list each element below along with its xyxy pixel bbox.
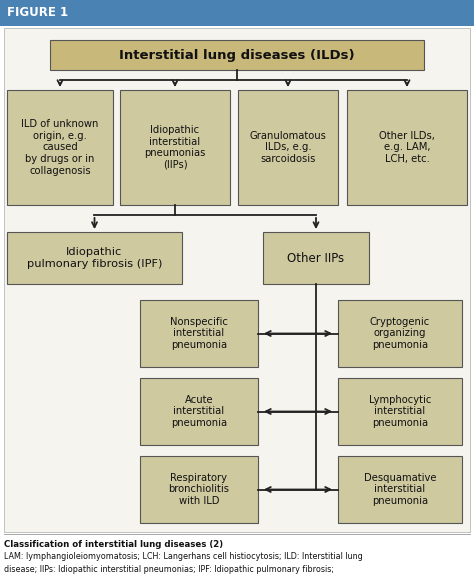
FancyBboxPatch shape xyxy=(50,40,424,70)
FancyBboxPatch shape xyxy=(347,90,467,205)
Text: Granulomatous
ILDs, e.g.
sarcoidosis: Granulomatous ILDs, e.g. sarcoidosis xyxy=(250,131,327,164)
FancyBboxPatch shape xyxy=(338,300,462,367)
Text: LAM: lymphangioleiomyomatosis; LCH: Langerhans cell histiocytosis; ILD: Intersti: LAM: lymphangioleiomyomatosis; LCH: Lang… xyxy=(4,552,363,573)
Text: Other ILDs,
e.g. LAM,
LCH, etc.: Other ILDs, e.g. LAM, LCH, etc. xyxy=(379,131,435,164)
Text: Desquamative
interstitial
pneumonia: Desquamative interstitial pneumonia xyxy=(364,473,436,506)
Text: Idiopathic
pulmonary fibrosis (IPF): Idiopathic pulmonary fibrosis (IPF) xyxy=(27,247,162,269)
Text: ILD of unknown
origin, e.g.
caused
by drugs or in
collagenosis: ILD of unknown origin, e.g. caused by dr… xyxy=(21,119,99,176)
FancyBboxPatch shape xyxy=(140,456,258,523)
FancyBboxPatch shape xyxy=(7,232,182,284)
Text: Respiratory
bronchiolitis
with ILD: Respiratory bronchiolitis with ILD xyxy=(168,473,229,506)
Text: Idiopathic
interstitial
pneumonias
(IIPs): Idiopathic interstitial pneumonias (IIPs… xyxy=(144,125,206,170)
FancyBboxPatch shape xyxy=(120,90,230,205)
FancyBboxPatch shape xyxy=(338,378,462,445)
FancyBboxPatch shape xyxy=(338,456,462,523)
FancyBboxPatch shape xyxy=(140,300,258,367)
FancyBboxPatch shape xyxy=(140,378,258,445)
FancyBboxPatch shape xyxy=(0,0,474,26)
Text: FIGURE 1: FIGURE 1 xyxy=(7,6,68,19)
Text: Classification of interstitial lung diseases (2): Classification of interstitial lung dise… xyxy=(4,540,223,549)
FancyBboxPatch shape xyxy=(4,28,470,532)
Text: Nonspecific
interstitial
pneumonia: Nonspecific interstitial pneumonia xyxy=(170,317,228,350)
FancyBboxPatch shape xyxy=(238,90,338,205)
Text: Interstitial lung diseases (ILDs): Interstitial lung diseases (ILDs) xyxy=(119,48,355,62)
Text: Lymphocytic
interstitial
pneumonia: Lymphocytic interstitial pneumonia xyxy=(369,395,431,428)
FancyBboxPatch shape xyxy=(263,232,369,284)
Text: Acute
interstitial
pneumonia: Acute interstitial pneumonia xyxy=(171,395,227,428)
FancyBboxPatch shape xyxy=(7,90,113,205)
Text: Cryptogenic
organizing
pneumonia: Cryptogenic organizing pneumonia xyxy=(370,317,430,350)
Text: Other IIPs: Other IIPs xyxy=(287,252,345,265)
